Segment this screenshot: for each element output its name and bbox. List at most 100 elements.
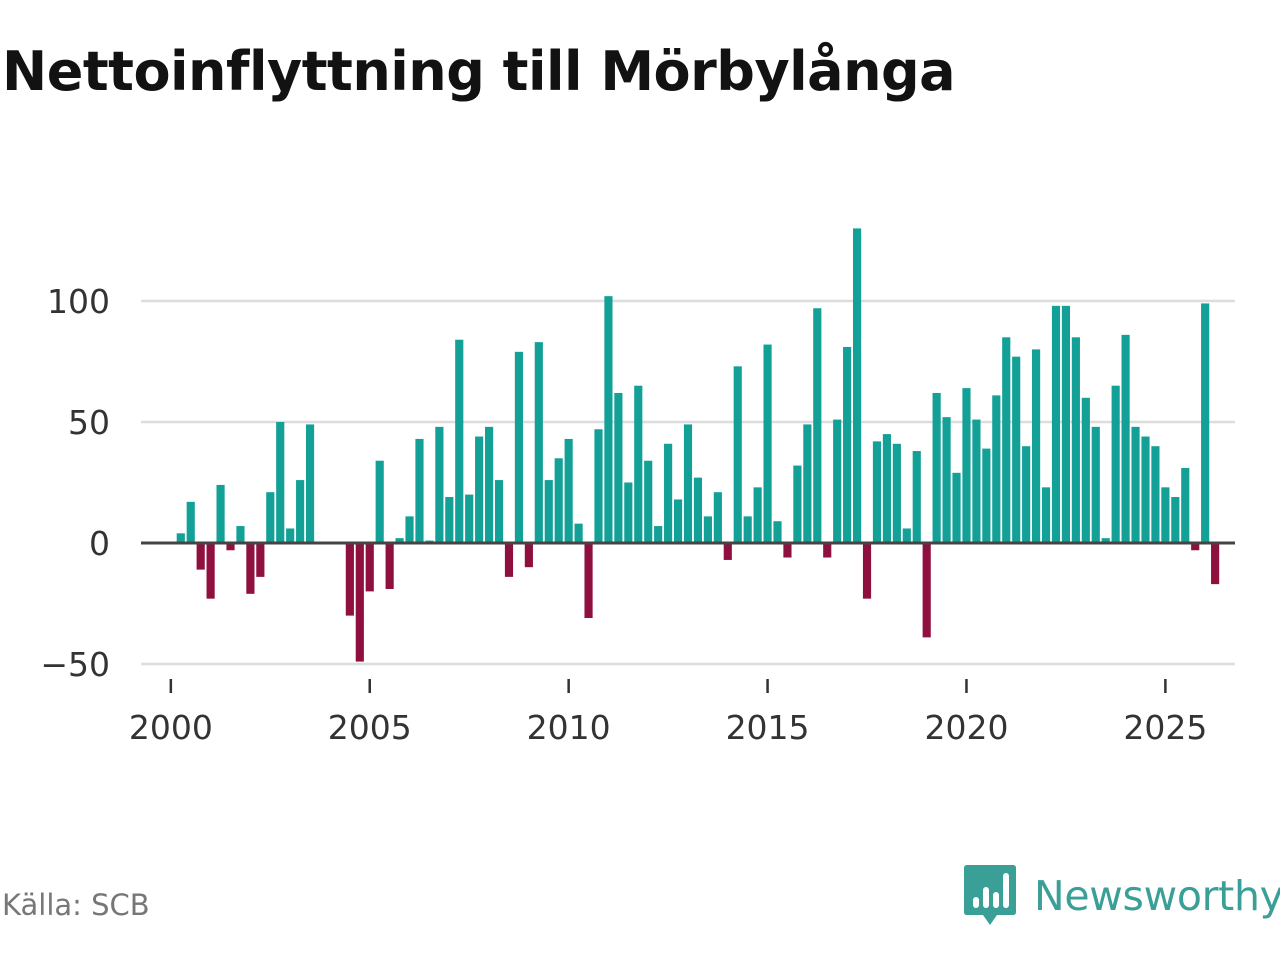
bar-q39: [554, 458, 563, 543]
bar-q19: [355, 543, 364, 662]
bar-q18: [345, 543, 354, 616]
bar-q48: [644, 460, 653, 543]
brand-name: Newsworthy: [1034, 872, 1280, 920]
bar-q8: [246, 543, 255, 594]
bar-q73: [892, 443, 901, 543]
bar-q69: [852, 228, 862, 543]
bar-q77: [932, 392, 941, 543]
bar-q46: [624, 482, 633, 543]
bar-q50: [664, 443, 673, 543]
bar-q55: [713, 492, 722, 543]
bar-q100: [1161, 487, 1170, 543]
bar-q37: [534, 342, 543, 543]
bar-q30: [465, 494, 474, 543]
x-tick-label: 2010: [527, 708, 611, 747]
x-tick-label: 2005: [328, 708, 412, 747]
bar-q64: [803, 424, 812, 543]
bar-q56: [723, 543, 732, 560]
bar-q25: [415, 438, 424, 543]
bar-q70: [862, 543, 872, 599]
bar-q22: [385, 543, 394, 589]
bar-q78: [942, 417, 951, 543]
bar-q79: [952, 472, 961, 543]
bar-q21: [375, 460, 384, 543]
bar-q10: [266, 492, 275, 543]
bar-q101: [1171, 497, 1180, 543]
bar-q85: [1012, 356, 1021, 543]
bar-q36: [524, 543, 533, 568]
bar-q27: [435, 426, 444, 543]
bar-q71: [872, 441, 882, 543]
bar-q51: [673, 499, 683, 543]
bar-q90: [1061, 305, 1071, 543]
bar-q67: [833, 419, 842, 543]
bar-q20: [365, 543, 374, 592]
bar-q81: [972, 419, 981, 543]
bar-q63: [793, 465, 802, 543]
y-axis-tick-labels: −50 0 50 100: [40, 282, 110, 684]
bar-q57: [733, 366, 742, 543]
bar-q9: [256, 543, 265, 577]
bar-q35: [514, 351, 524, 543]
y-tick-label: −50: [40, 645, 110, 684]
bar-q47: [634, 385, 643, 543]
bar-q54: [703, 516, 712, 543]
chart-title: Nettoinflyttning till Mörbylånga: [2, 40, 956, 103]
bar-q86: [1022, 446, 1031, 543]
bar-q53: [693, 477, 703, 543]
bar-q4: [206, 543, 215, 599]
bar-q45: [614, 392, 623, 543]
y-tick-label: 100: [47, 282, 110, 321]
bar-q34: [504, 543, 514, 577]
bar-q2: [186, 501, 195, 543]
bar-q72: [882, 434, 891, 543]
bar-q14: [305, 424, 315, 543]
bar-q80: [962, 388, 971, 543]
bar-q44: [604, 296, 613, 543]
bar-q29: [455, 339, 464, 543]
bar-q95: [1111, 385, 1120, 543]
bar-q49: [654, 526, 663, 543]
bar-q40: [564, 438, 573, 543]
bar-q41: [574, 523, 583, 543]
bar-q99: [1151, 446, 1160, 543]
bar-q87: [1032, 349, 1041, 543]
bar-q31: [475, 436, 484, 543]
bar-q97: [1131, 426, 1140, 543]
x-axis: 2000 2005 2010 2015 2020 2025: [129, 679, 1207, 747]
brand-logo: Newsworthy: [964, 864, 1280, 928]
bar-q12: [286, 528, 295, 543]
bar-q75: [912, 451, 921, 543]
bar-q102: [1181, 467, 1190, 543]
bar-q84: [1002, 337, 1011, 543]
bar-q82: [982, 448, 991, 543]
bar-q61: [773, 521, 782, 543]
y-tick-label: 0: [89, 524, 110, 563]
bar-q92: [1081, 397, 1090, 543]
bar-q83: [992, 395, 1001, 543]
bar-q7: [236, 526, 245, 543]
bar-q66: [823, 543, 832, 558]
bar-q88: [1041, 487, 1051, 543]
bar-q89: [1051, 305, 1061, 543]
bar-q5: [216, 484, 225, 543]
bar-q38: [544, 480, 553, 543]
x-tick-label: 2000: [129, 708, 213, 747]
bar-q74: [902, 528, 911, 543]
bar-q60: [763, 344, 772, 543]
source-note: Källa: SCB: [2, 888, 150, 922]
bar-q33: [494, 480, 504, 543]
bar-q93: [1091, 426, 1100, 543]
x-tick-label: 2025: [1123, 708, 1207, 747]
bar-q52: [683, 424, 693, 543]
x-tick-label: 2020: [924, 708, 1008, 747]
bar-q104: [1201, 303, 1210, 543]
y-tick-label: 50: [68, 403, 110, 442]
bar-q76: [922, 543, 931, 638]
bar-q91: [1071, 337, 1080, 543]
bar-q68: [843, 346, 852, 543]
x-tick-label: 2015: [726, 708, 810, 747]
bar-q32: [485, 426, 494, 543]
bar-q28: [445, 497, 454, 543]
